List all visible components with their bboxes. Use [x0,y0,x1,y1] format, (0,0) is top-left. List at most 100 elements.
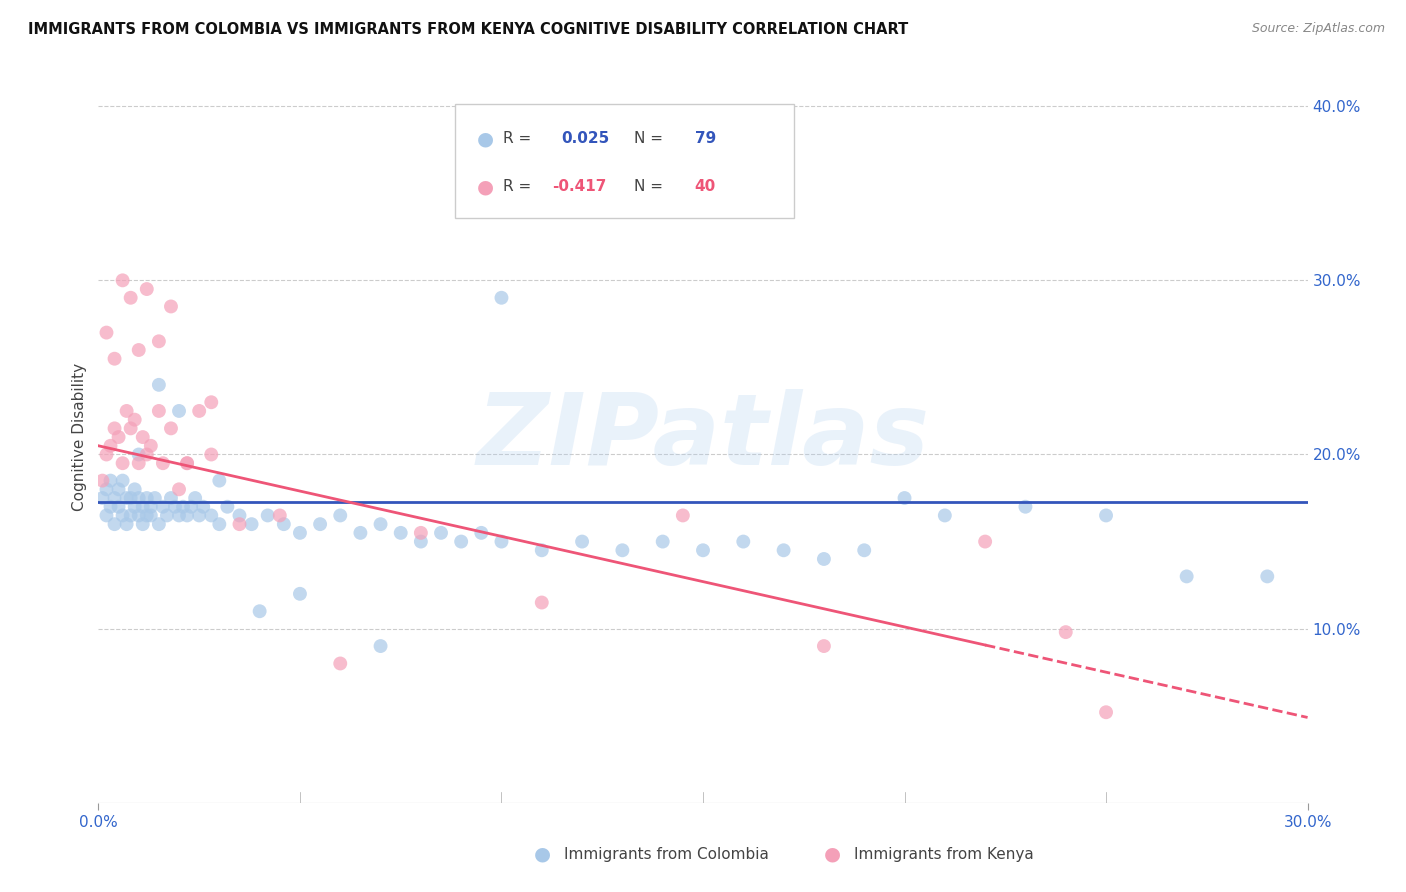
Text: 79: 79 [695,131,716,146]
Point [160,300,183,314]
Point [269,508,291,523]
Point [172,500,194,514]
Point [692,543,714,558]
Point [180,500,202,514]
Point [128,491,150,505]
Point [1095,508,1118,523]
Point [100,439,122,453]
Point [132,517,155,532]
Point [1175,569,1198,583]
Point [256,508,278,523]
Point [217,500,239,514]
Point [200,395,222,409]
Point [96,508,118,523]
Point [156,508,179,523]
Point [100,500,122,514]
Text: N =: N = [634,131,668,146]
Point [974,534,997,549]
Point [193,500,215,514]
Point [139,508,162,523]
Point [96,326,118,340]
Point [176,508,198,523]
Point [120,508,142,523]
Point [124,412,146,426]
Point [389,525,412,540]
Point [167,404,190,418]
Point [228,508,250,523]
Point [288,525,311,540]
Point [853,543,876,558]
Point [107,430,129,444]
Point [813,552,835,566]
Point [139,439,162,453]
Point [176,456,198,470]
Point [208,474,231,488]
Point [813,639,835,653]
Point [135,491,157,505]
Point [148,404,170,418]
Point [409,525,432,540]
Point [115,404,138,418]
Point [148,377,170,392]
Point [370,639,392,653]
Point [139,500,162,514]
Point [148,517,170,532]
Point [103,491,125,505]
Point [160,421,183,435]
Point [128,343,150,357]
Text: IMMIGRANTS FROM COLOMBIA VS IMMIGRANTS FROM KENYA COGNITIVE DISABILITY CORRELATI: IMMIGRANTS FROM COLOMBIA VS IMMIGRANTS F… [28,22,908,37]
Point [135,448,157,462]
Point [672,508,695,523]
Point [135,282,157,296]
Point [249,604,271,618]
Text: R =: R = [503,179,537,194]
Point [120,291,142,305]
Point [91,491,114,505]
Point [772,543,794,558]
Point [491,291,513,305]
FancyBboxPatch shape [456,104,793,218]
Point [228,517,250,532]
Point [1014,500,1036,514]
Text: R =: R = [503,131,537,146]
Point [103,517,125,532]
Point [120,491,142,505]
Point [132,500,155,514]
Text: Source: ZipAtlas.com: Source: ZipAtlas.com [1251,22,1385,36]
Point [200,508,222,523]
Point [107,500,129,514]
Point [124,500,146,514]
Point [309,517,332,532]
Text: -0.417: -0.417 [551,179,606,194]
Point [450,534,472,549]
Point [91,474,114,488]
Point [329,508,352,523]
Point [128,456,150,470]
Point [200,448,222,462]
Point [273,517,295,532]
Point [160,491,183,505]
Point [1054,625,1077,640]
Point [163,500,186,514]
Point [651,534,673,549]
Text: 40: 40 [695,179,716,194]
Text: ●: ● [534,845,551,863]
Point [128,448,150,462]
Point [370,517,392,532]
Point [148,334,170,349]
Point [128,508,150,523]
Point [176,456,198,470]
Point [111,273,134,287]
Point [135,508,157,523]
Point [107,483,129,497]
Point [1095,705,1118,719]
Text: Immigrants from Colombia: Immigrants from Colombia [564,847,769,862]
Text: ZIPatlas: ZIPatlas [477,389,929,485]
Point [167,508,190,523]
Text: ●: ● [824,845,841,863]
Point [188,508,211,523]
Point [152,500,174,514]
Point [329,657,352,671]
Point [893,491,915,505]
Point [288,587,311,601]
